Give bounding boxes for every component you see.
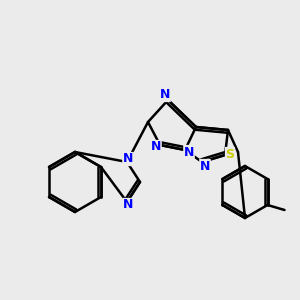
Text: N: N [200,160,210,172]
Text: S: S [226,148,235,160]
Text: N: N [123,152,133,166]
Text: N: N [184,146,194,158]
Text: N: N [160,88,170,101]
Text: N: N [151,140,161,154]
Text: N: N [123,199,133,212]
